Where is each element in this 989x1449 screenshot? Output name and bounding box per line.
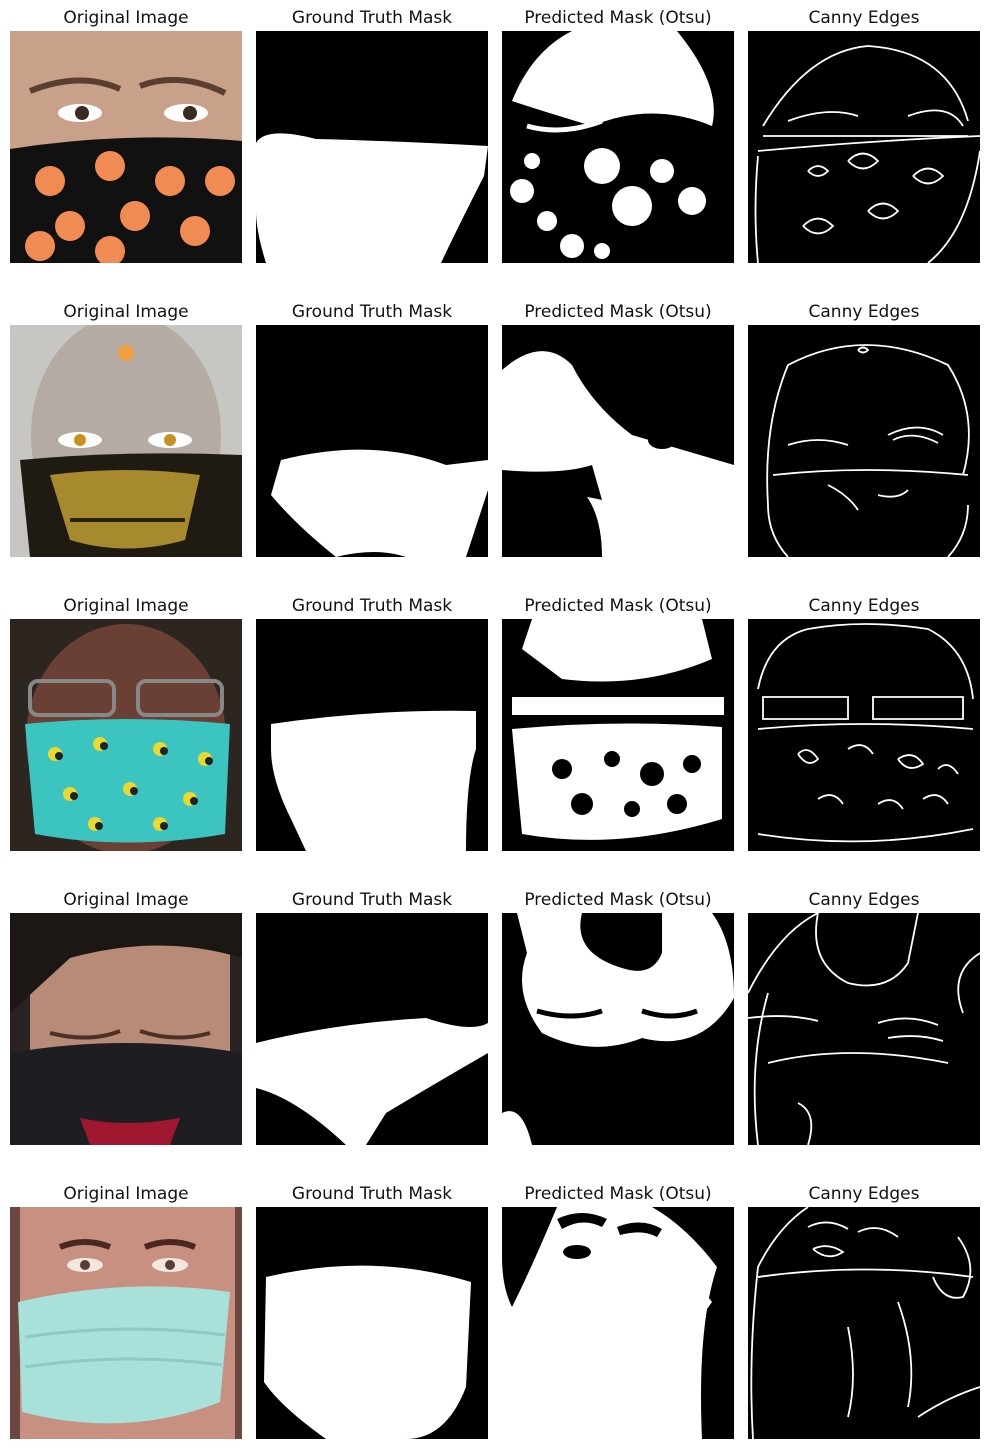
predicted-mask-otsu-graphic	[512, 619, 724, 840]
original-image-face-surgical-mask	[10, 1207, 242, 1439]
original-image-face-halloween-pumpkin-mask	[10, 31, 242, 263]
ground-truth-mask-face-bee-pattern-mask	[256, 619, 488, 851]
canny-edges-graphic	[754, 45, 980, 263]
predicted-mask-otsu-face-halloween-pumpkin-mask	[502, 31, 734, 263]
panel-title: Predicted Mask (Otsu)	[524, 596, 712, 616]
panel-title: Predicted Mask (Otsu)	[524, 890, 712, 910]
panel-title: Original Image	[63, 890, 189, 910]
panel-title: Ground Truth Mask	[291, 1184, 453, 1204]
panel-title: Original Image	[63, 1184, 189, 1204]
predicted-mask-otsu-face-surgical-mask	[502, 1207, 734, 1439]
canny-edges-face-gold-skull-mask	[748, 325, 980, 557]
canny-edges-graphic	[766, 344, 970, 557]
panel-title: Original Image	[63, 302, 189, 322]
canny-edges-graphic	[757, 623, 974, 843]
canny-edges-face-halloween-pumpkin-mask	[748, 31, 980, 263]
canny-edges-face-bee-pattern-mask	[748, 619, 980, 851]
original-image-graphic	[10, 1207, 242, 1439]
ground-truth-mask-face-halloween-pumpkin-mask	[256, 31, 488, 263]
panel-title: Predicted Mask (Otsu)	[524, 302, 712, 322]
original-image-graphic	[10, 913, 242, 1145]
predicted-mask-otsu-face-bee-pattern-mask	[502, 619, 734, 851]
original-image-face-black-cloth-mask	[10, 913, 242, 1145]
predicted-mask-otsu-graphic	[510, 31, 714, 259]
panel-title: Ground Truth Mask	[291, 302, 453, 322]
panel-title: Ground Truth Mask	[291, 890, 453, 910]
panel-title: Canny Edges	[808, 1184, 920, 1204]
ground-truth-mask-graphic	[271, 449, 488, 557]
panel-title: Original Image	[63, 596, 189, 616]
original-image-graphic	[10, 325, 242, 557]
ground-truth-mask-face-gold-skull-mask	[256, 325, 488, 557]
panel-title: Canny Edges	[808, 302, 920, 322]
panel-title: Predicted Mask (Otsu)	[524, 8, 712, 28]
panel-title: Ground Truth Mask	[291, 596, 453, 616]
panel-title: Canny Edges	[808, 8, 920, 28]
original-image-face-bee-pattern-mask	[10, 619, 242, 851]
ground-truth-mask-graphic	[264, 1265, 471, 1439]
panel-title: Canny Edges	[808, 596, 920, 616]
original-image-graphic	[10, 31, 242, 263]
predicted-mask-otsu-face-gold-skull-mask	[502, 325, 734, 557]
canny-edges-face-surgical-mask	[748, 1207, 980, 1439]
original-image-graphic	[10, 619, 242, 851]
panel-title: Predicted Mask (Otsu)	[524, 1184, 712, 1204]
original-image-face-gold-skull-mask	[10, 325, 242, 557]
predicted-mask-otsu-graphic	[502, 351, 734, 557]
canny-edges-graphic	[748, 913, 980, 1145]
ground-truth-mask-graphic	[256, 133, 488, 263]
ground-truth-mask-graphic	[256, 1018, 488, 1145]
ground-truth-mask-face-surgical-mask	[256, 1207, 488, 1439]
canny-edges-graphic	[750, 1207, 980, 1439]
predicted-mask-otsu-face-black-cloth-mask	[502, 913, 734, 1145]
panel-title: Ground Truth Mask	[291, 8, 453, 28]
predicted-mask-otsu-graphic	[502, 1207, 734, 1439]
panel-title: Original Image	[63, 8, 189, 28]
panel-title: Canny Edges	[808, 890, 920, 910]
ground-truth-mask-face-black-cloth-mask	[256, 913, 488, 1145]
predicted-mask-otsu-graphic	[502, 913, 734, 1145]
ground-truth-mask-graphic	[271, 710, 476, 851]
canny-edges-face-black-cloth-mask	[748, 913, 980, 1145]
